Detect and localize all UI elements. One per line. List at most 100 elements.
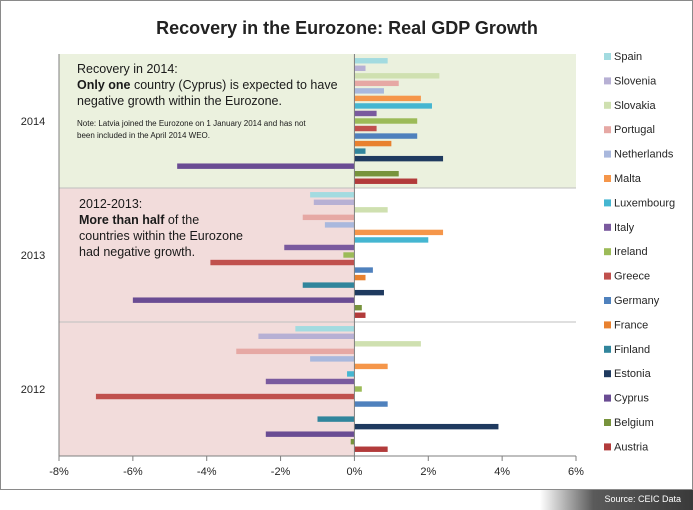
bar-luxembourg-2013	[354, 237, 429, 243]
bar-austria-2013	[354, 312, 366, 318]
bar-portugal-2013	[302, 214, 355, 221]
y-category-label-2014: 2014	[21, 116, 45, 128]
bar-italy-2014	[354, 110, 377, 117]
legend-label-france: France	[614, 319, 648, 331]
footer-bar: Source: CEIC Data	[540, 490, 693, 510]
annotation-2013-line2: of the	[164, 213, 200, 227]
bar-slovenia-2014	[354, 65, 366, 72]
legend-swatch-italy	[604, 223, 611, 231]
annotation-2013-line1: 2012-2013:	[79, 197, 143, 211]
legend-swatch-belgium	[604, 419, 611, 426]
x-tick-label: 6%	[568, 466, 584, 478]
legend-swatch-estonia	[604, 370, 611, 378]
legend-swatch-malta	[604, 175, 611, 182]
bar-estonia-2012	[354, 423, 499, 430]
bar-greece-2013	[210, 259, 355, 266]
bar-slovenia-2013	[313, 199, 355, 206]
legend-swatch-netherlands	[604, 150, 611, 158]
bar-malta-2012	[354, 363, 388, 370]
bar-estonia-2014	[354, 155, 444, 162]
bar-luxembourg-2012	[347, 371, 355, 377]
legend-swatch-slovakia	[604, 101, 611, 109]
legend-label-greece: Greece	[614, 271, 650, 283]
legend-label-finland: Finland	[614, 344, 650, 356]
annotation-2013-line4: had negative growth.	[79, 245, 196, 259]
legend-swatch-france	[604, 321, 611, 329]
legend-label-italy: Italy	[614, 222, 635, 234]
annotation-2013-bold: More than half	[79, 213, 165, 227]
legend-label-estonia: Estonia	[614, 368, 652, 380]
y-category-label-2012: 2012	[21, 384, 45, 396]
source-label: Source: CEIC Data	[604, 494, 681, 504]
legend-swatch-germany	[604, 297, 611, 304]
bar-france-2014	[354, 140, 392, 147]
legend-swatch-austria	[604, 443, 611, 451]
bar-greece-2012	[95, 393, 355, 400]
legend-label-belgium: Belgium	[614, 417, 654, 429]
bar-germany-2013	[354, 267, 373, 273]
bar-cyprus-2014	[177, 163, 355, 169]
bar-netherlands-2013	[324, 222, 355, 228]
x-tick-label: -6%	[123, 466, 143, 478]
bar-france-2013	[354, 274, 366, 281]
bar-italy-2013	[284, 244, 355, 251]
bar-slovakia-2012	[354, 341, 421, 347]
legend-label-cyprus: Cyprus	[614, 393, 649, 405]
legend-swatch-greece	[604, 272, 611, 280]
x-tick-label: -8%	[49, 466, 69, 478]
bar-spain-2013	[310, 192, 355, 198]
bar-ireland-2012	[354, 386, 362, 392]
bar-luxembourg-2014	[354, 103, 432, 109]
gdp-growth-chart: -8% -6% -4% -2% 0% 2% 4% 6% 2014 2013 2012 Spain Sl…	[21, 18, 675, 478]
bar-netherlands-2014	[354, 88, 384, 94]
bar-slovakia-2014	[354, 73, 440, 79]
legend-swatch-cyprus	[604, 394, 611, 402]
bar-belgium-2014	[354, 170, 399, 177]
legend-label-slovenia: Slovenia	[614, 75, 657, 87]
bar-spain-2014	[354, 58, 388, 64]
bar-portugal-2014	[354, 80, 399, 87]
legend-label-netherlands: Netherlands	[614, 149, 674, 161]
x-tick-label: 2%	[420, 466, 436, 478]
bar-germany-2014	[354, 133, 418, 139]
y-category-label-2013: 2013	[21, 250, 45, 262]
bar-greece-2014	[354, 125, 377, 132]
bar-finland-2013	[302, 282, 355, 288]
bar-ireland-2013	[343, 252, 355, 258]
legend-swatch-luxembourg	[604, 199, 611, 207]
bar-portugal-2012	[236, 348, 355, 355]
bar-netherlands-2012	[310, 356, 355, 362]
bar-cyprus-2012	[265, 431, 355, 437]
bar-belgium-2013	[354, 304, 362, 311]
annotation-2013-line3: countries within the Eurozone	[79, 229, 243, 243]
legend-label-slovakia: Slovakia	[614, 100, 656, 112]
bar-finland-2014	[354, 148, 366, 154]
legend-swatch-portugal	[604, 126, 611, 134]
bar-italy-2012	[265, 378, 355, 385]
bar-austria-2014	[354, 178, 418, 184]
legend-swatch-finland	[604, 345, 611, 353]
bar-spain-2012	[295, 326, 355, 332]
bar-finland-2012	[317, 416, 355, 422]
legend-label-luxembourg: Luxembourg	[614, 197, 675, 209]
annotation-note-line2: been included in the April 2014 WEO.	[77, 131, 210, 140]
legend-label-portugal: Portugal	[614, 124, 655, 136]
annotation-2014-bold: Only one	[77, 78, 131, 92]
bar-ireland-2014	[354, 118, 418, 124]
annotation-2014-line3: negative growth within the Eurozone.	[77, 94, 282, 108]
x-tick-label: -2%	[271, 466, 291, 478]
x-tick-label: 0%	[346, 466, 362, 478]
legend-label-malta: Malta	[614, 173, 642, 185]
x-tick-label: -4%	[197, 466, 217, 478]
annotation-2014: Recovery in 2014: Only one country (Cypr…	[77, 61, 367, 142]
annotation-note-line1: Note: Latvia joined the Eurozone on 1 Ja…	[77, 119, 306, 128]
legend-label-spain: Spain	[614, 51, 642, 63]
legend-label-ireland: Ireland	[614, 246, 648, 258]
legend-label-germany: Germany	[614, 295, 660, 307]
bar-estonia-2013	[354, 289, 384, 296]
bar-malta-2014	[354, 95, 421, 102]
legend-label-austria: Austria	[614, 441, 649, 453]
chart-frame: -8% -6% -4% -2% 0% 2% 4% 6% 2014 2013 2012 Spain Sl…	[0, 0, 693, 490]
bar-slovenia-2012	[258, 333, 355, 340]
bar-slovakia-2013	[354, 207, 388, 213]
